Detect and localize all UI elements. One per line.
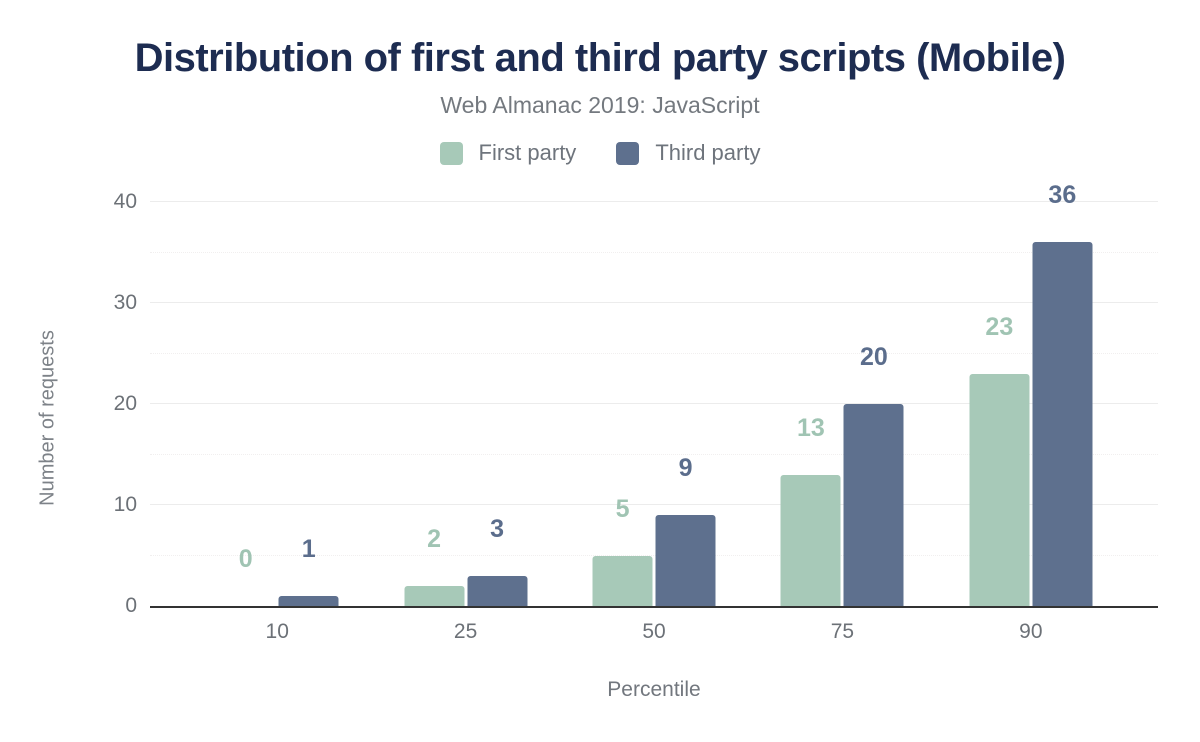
bar-value-label-third-party-p75: 20	[860, 343, 888, 371]
bar-slot-first-party: 23	[969, 202, 1030, 606]
x-tick-label-10: 10	[265, 620, 289, 643]
x-tick-label-90: 90	[1019, 620, 1043, 643]
bar-value-label-third-party-p90: 36	[1048, 181, 1077, 210]
bar-slot-third-party: 3	[467, 202, 528, 606]
y-tick-label-40: 40	[113, 190, 137, 213]
legend: First party Third party	[0, 140, 1200, 166]
bar-slot-third-party: 1	[278, 202, 339, 606]
plot-area: 0 1 2 3 5 9 13 20 23 36	[150, 183, 1158, 608]
legend-item-first-party[interactable]: First party	[439, 140, 577, 166]
gridline-minor-5	[150, 554, 1158, 556]
bar-slot-third-party: 9	[655, 202, 716, 606]
bar-pair: 13 20	[780, 202, 904, 606]
x-tick-label-25: 25	[453, 620, 478, 643]
bar-value-label-third-party-p25: 3	[490, 514, 505, 543]
bar-group-p90: 23 36	[937, 183, 1125, 606]
y-tick-label-0: 0	[125, 594, 137, 617]
y-tick-label-30: 30	[113, 291, 137, 314]
bar-slot-first-party: 5	[592, 202, 653, 606]
bar-first-party-p50[interactable]	[592, 555, 653, 606]
bar-first-party-p90[interactable]	[969, 373, 1030, 606]
y-tick-label-10: 10	[113, 493, 137, 516]
bar-slot-first-party: 0	[216, 202, 276, 606]
bar-slot-third-party: 36	[1032, 183, 1093, 606]
bar-value-label-first-party-p75: 13	[797, 413, 825, 442]
bar-value-label-third-party-p50: 9	[678, 454, 693, 483]
bar-third-party-p90[interactable]	[1032, 242, 1093, 606]
bar-groups: 0 1 2 3 5 9 13 20 23 36	[150, 183, 1158, 606]
bar-slot-first-party: 13	[780, 202, 841, 606]
bar-value-label-first-party-p90: 23	[985, 312, 1014, 341]
bar-first-party-p75[interactable]	[780, 474, 841, 606]
gridline-minor-15	[150, 453, 1158, 455]
legend-label: First party	[478, 140, 577, 165]
gridline-major-40	[150, 201, 1158, 202]
legend-swatch-first-party-icon	[439, 141, 463, 165]
x-axis-tick-labels: 10 25 50 75 90	[150, 620, 1158, 644]
chart-title: Distribution of first and third party sc…	[134, 36, 1066, 80]
bar-third-party-p50[interactable]	[655, 515, 716, 606]
bar-pair: 23 36	[969, 183, 1093, 606]
bar-value-label-first-party-p50: 5	[615, 494, 630, 523]
legend-swatch-third-party-icon	[616, 141, 640, 165]
bar-first-party-p25[interactable]	[404, 585, 465, 606]
bar-third-party-p10[interactable]	[278, 595, 339, 606]
bar-slot-first-party: 2	[404, 202, 465, 606]
chart-subtitle: Web Almanac 2019: JavaScript	[440, 92, 760, 118]
bar-third-party-p25[interactable]	[467, 575, 528, 606]
x-tick-label-50: 50	[642, 620, 666, 643]
bar-group-p75: 13 20	[748, 202, 936, 606]
bar-value-label-first-party-p10: 0	[238, 545, 253, 573]
bar-slot-third-party: 20	[843, 202, 904, 606]
legend-item-third-party[interactable]: Third party	[616, 140, 760, 166]
y-tick-label-20: 20	[113, 392, 137, 415]
x-tick-label-75: 75	[830, 620, 855, 643]
gridline-minor-25	[150, 352, 1158, 354]
bar-value-label-third-party-p10: 1	[301, 534, 316, 563]
bar-third-party-p75[interactable]	[843, 404, 904, 606]
gridline-major-10	[150, 504, 1158, 505]
y-axis-tick-labels: 0 10 20 30 40	[0, 190, 137, 617]
x-axis-title: Percentile	[607, 678, 701, 701]
bar-value-label-first-party-p25: 2	[427, 524, 442, 553]
gridline-major-20	[150, 403, 1158, 404]
gridline-minor-35	[150, 251, 1158, 253]
gridline-major-30	[150, 302, 1158, 303]
legend-label: Third party	[655, 140, 761, 165]
